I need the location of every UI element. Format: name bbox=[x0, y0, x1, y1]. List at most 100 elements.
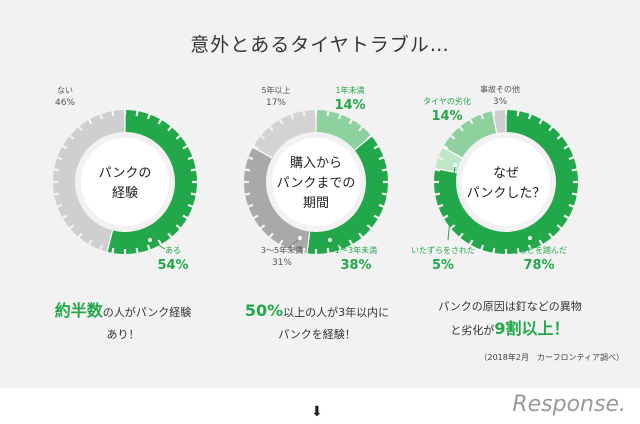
tread-notch bbox=[358, 232, 364, 239]
leader-line bbox=[447, 164, 456, 241]
slice-name-label: ある bbox=[165, 246, 181, 255]
slice-value-label: 5% bbox=[432, 258, 454, 273]
slice-divider bbox=[354, 135, 373, 151]
slice-1年未満 bbox=[316, 110, 372, 151]
tread-notch bbox=[182, 214, 189, 220]
tread-notch bbox=[458, 232, 464, 239]
tread-notch bbox=[278, 118, 284, 125]
center-label: 購入から bbox=[290, 156, 342, 171]
tread-notch bbox=[247, 203, 254, 209]
tread-notch bbox=[337, 113, 343, 120]
slice-divider bbox=[106, 230, 114, 253]
tread-notch bbox=[157, 239, 163, 246]
tread-notch bbox=[437, 203, 444, 209]
tread-notch bbox=[479, 244, 485, 251]
slice-value-label: 14% bbox=[334, 98, 365, 113]
tread-notch bbox=[538, 239, 544, 246]
tread-notch bbox=[548, 125, 554, 132]
tread-notch bbox=[190, 192, 198, 196]
tread-notch bbox=[98, 244, 104, 251]
tread-notch bbox=[190, 168, 198, 172]
tread-notch bbox=[492, 109, 496, 117]
tread-notch bbox=[479, 113, 485, 120]
leader-dot bbox=[148, 238, 152, 242]
tread-notch bbox=[492, 247, 496, 255]
slice-divider bbox=[491, 110, 498, 133]
tread-notch bbox=[289, 244, 295, 251]
tread-notch bbox=[87, 118, 93, 125]
center-label: なぜ bbox=[493, 166, 519, 181]
donut-center bbox=[462, 138, 550, 226]
tread-notch bbox=[61, 144, 68, 150]
caption-1-text: の人がパンク経験 bbox=[102, 306, 192, 319]
leader-line bbox=[329, 239, 347, 250]
tread-notch bbox=[247, 155, 254, 161]
slice-5年以上 bbox=[252, 110, 316, 158]
tread-notch bbox=[259, 224, 266, 230]
tread-notch bbox=[146, 113, 152, 120]
leader-dot bbox=[528, 236, 532, 240]
scroll-down-arrow-icon[interactable]: ⬇ bbox=[311, 404, 323, 420]
slice-タイヤの劣化 bbox=[442, 111, 497, 158]
slice-ある bbox=[107, 110, 197, 254]
tread-notch bbox=[302, 109, 306, 117]
tread-notch bbox=[175, 224, 182, 230]
tread-notch bbox=[146, 244, 152, 251]
tread-notch bbox=[326, 109, 330, 117]
tread-notch bbox=[252, 144, 259, 150]
tread-notch bbox=[538, 118, 544, 125]
tread-notch bbox=[268, 232, 274, 239]
tread-notch bbox=[77, 232, 83, 239]
tread-notch bbox=[167, 125, 173, 132]
slice-value-label: 78% bbox=[523, 258, 554, 273]
tread-notch bbox=[442, 144, 449, 150]
tread-notch bbox=[548, 232, 554, 239]
tread-notch bbox=[68, 134, 75, 140]
caption-1: 約半数の人がパンク経験 あり！ bbox=[38, 300, 208, 346]
slice-3～5年未満 bbox=[244, 147, 310, 254]
slice-ない bbox=[52, 110, 125, 252]
tread-notch bbox=[52, 192, 60, 196]
leader-line bbox=[287, 237, 301, 249]
caption-3-text-2: と劣化が bbox=[450, 324, 495, 337]
slice-name-label: 釘などを踏んだ bbox=[511, 245, 567, 255]
leader-dot bbox=[328, 238, 332, 242]
tread-notch bbox=[52, 168, 60, 172]
tread-notch bbox=[56, 203, 63, 209]
caption-1-highlight: 約半数 bbox=[54, 301, 103, 320]
footer-bar bbox=[0, 388, 640, 424]
caption-2-highlight: 50% bbox=[244, 301, 284, 320]
tread-notch bbox=[563, 214, 570, 220]
slice-1～3年未満 bbox=[306, 136, 388, 254]
center-label: 経験 bbox=[112, 186, 138, 201]
tread-notch bbox=[366, 224, 373, 230]
page-title: 意外とあるタイヤトラブル… bbox=[190, 34, 450, 56]
tread-notch bbox=[568, 203, 575, 209]
slice-name-label: 事故その他 bbox=[480, 84, 520, 94]
tread-notch bbox=[135, 247, 139, 255]
caption-2-text: 以上の人が3年以内に bbox=[283, 306, 390, 319]
center-label: パンクした？ bbox=[467, 186, 546, 201]
tread-notch bbox=[98, 113, 104, 120]
slice-name-label: 1年未満 bbox=[335, 85, 364, 95]
slice-divider bbox=[306, 231, 311, 255]
tread-notch bbox=[243, 192, 251, 196]
tread-notch bbox=[157, 118, 163, 125]
tread-notch bbox=[243, 168, 251, 172]
center-label: パンクまでの bbox=[277, 176, 356, 191]
tread-notch bbox=[568, 155, 575, 161]
tread-notch bbox=[571, 192, 579, 196]
caption-3-highlight: 9割以上！ bbox=[494, 319, 570, 338]
leader-dot bbox=[298, 236, 302, 240]
tread-notch bbox=[527, 113, 533, 120]
tread-notch bbox=[182, 144, 189, 150]
slice-釘などを踏んだ bbox=[434, 110, 578, 254]
tread-notch bbox=[527, 244, 533, 251]
slice-name-label: ない bbox=[57, 86, 73, 95]
leader-dot bbox=[453, 163, 457, 167]
tread-notch bbox=[458, 125, 464, 132]
slice-name-label: タイヤの劣化 bbox=[423, 96, 471, 106]
